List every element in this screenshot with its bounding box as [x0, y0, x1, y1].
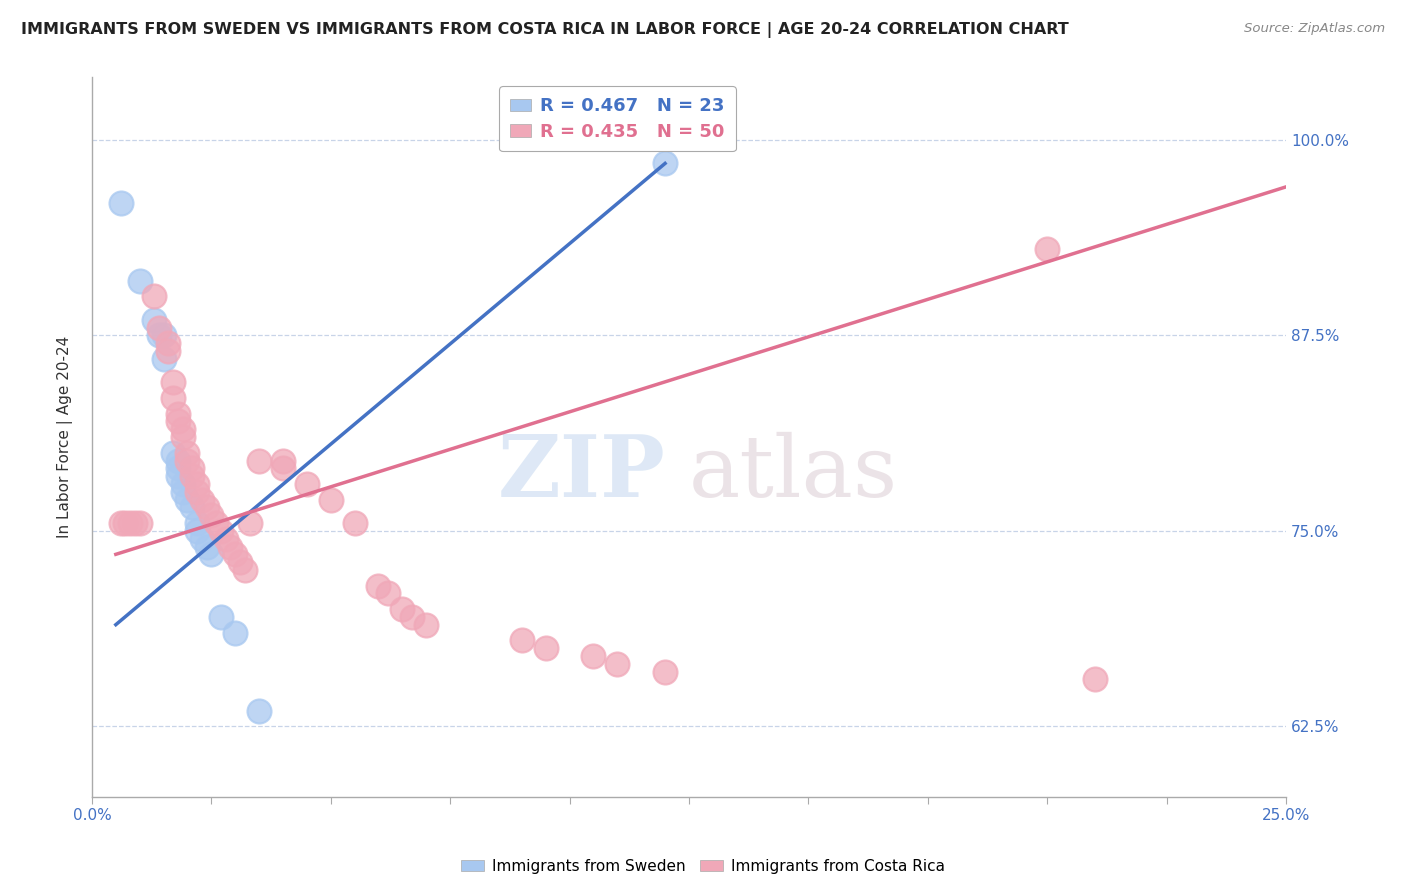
Point — [224, 625, 246, 640]
Point — [162, 391, 184, 405]
Point — [295, 477, 318, 491]
Point — [186, 516, 208, 530]
Point — [209, 524, 232, 538]
Point — [654, 665, 676, 679]
Point — [186, 477, 208, 491]
Point — [124, 516, 146, 530]
Point — [186, 484, 208, 499]
Point — [167, 407, 190, 421]
Point — [319, 492, 342, 507]
Point — [606, 657, 628, 671]
Text: Source: ZipAtlas.com: Source: ZipAtlas.com — [1244, 22, 1385, 36]
Legend: Immigrants from Sweden, Immigrants from Costa Rica: Immigrants from Sweden, Immigrants from … — [456, 853, 950, 880]
Point — [534, 641, 557, 656]
Point — [143, 289, 166, 303]
Point — [120, 516, 142, 530]
Point — [167, 461, 190, 475]
Point — [181, 461, 204, 475]
Point — [167, 453, 190, 467]
Text: ZIP: ZIP — [498, 431, 665, 515]
Point — [176, 446, 198, 460]
Point — [343, 516, 366, 530]
Point — [191, 492, 214, 507]
Point — [128, 516, 150, 530]
Point — [143, 313, 166, 327]
Point — [128, 274, 150, 288]
Point — [233, 563, 256, 577]
Point — [582, 648, 605, 663]
Point — [247, 453, 270, 467]
Text: IMMIGRANTS FROM SWEDEN VS IMMIGRANTS FROM COSTA RICA IN LABOR FORCE | AGE 20-24 : IMMIGRANTS FROM SWEDEN VS IMMIGRANTS FRO… — [21, 22, 1069, 38]
Point — [172, 422, 194, 436]
Y-axis label: In Labor Force | Age 20-24: In Labor Force | Age 20-24 — [58, 336, 73, 538]
Point — [238, 516, 260, 530]
Point — [172, 477, 194, 491]
Point — [377, 586, 399, 600]
Point — [200, 508, 222, 523]
Point — [110, 195, 132, 210]
Point — [157, 344, 180, 359]
Point — [510, 633, 533, 648]
Point — [401, 610, 423, 624]
Point — [247, 704, 270, 718]
Point — [209, 610, 232, 624]
Point — [219, 540, 242, 554]
Point — [200, 547, 222, 561]
Point — [152, 351, 174, 366]
Point — [181, 469, 204, 483]
Point — [229, 555, 252, 569]
Point — [195, 540, 218, 554]
Point — [167, 469, 190, 483]
Point — [114, 516, 136, 530]
Point — [191, 532, 214, 546]
Point — [1036, 243, 1059, 257]
Point — [181, 500, 204, 515]
Point — [162, 376, 184, 390]
Point — [148, 328, 170, 343]
Point — [1084, 673, 1107, 687]
Point — [176, 453, 198, 467]
Point — [205, 516, 228, 530]
Point — [110, 516, 132, 530]
Point — [391, 602, 413, 616]
Point — [167, 414, 190, 428]
Point — [367, 578, 389, 592]
Legend: R = 0.467   N = 23, R = 0.435   N = 50: R = 0.467 N = 23, R = 0.435 N = 50 — [499, 87, 735, 152]
Point — [415, 617, 437, 632]
Text: atlas: atlas — [689, 432, 898, 515]
Point — [271, 453, 294, 467]
Point — [162, 446, 184, 460]
Point — [224, 547, 246, 561]
Point — [157, 336, 180, 351]
Point — [176, 492, 198, 507]
Point — [271, 461, 294, 475]
Point — [654, 156, 676, 170]
Point — [195, 500, 218, 515]
Point — [172, 484, 194, 499]
Point — [152, 328, 174, 343]
Point — [172, 430, 194, 444]
Point — [148, 320, 170, 334]
Point — [186, 524, 208, 538]
Point — [214, 532, 236, 546]
